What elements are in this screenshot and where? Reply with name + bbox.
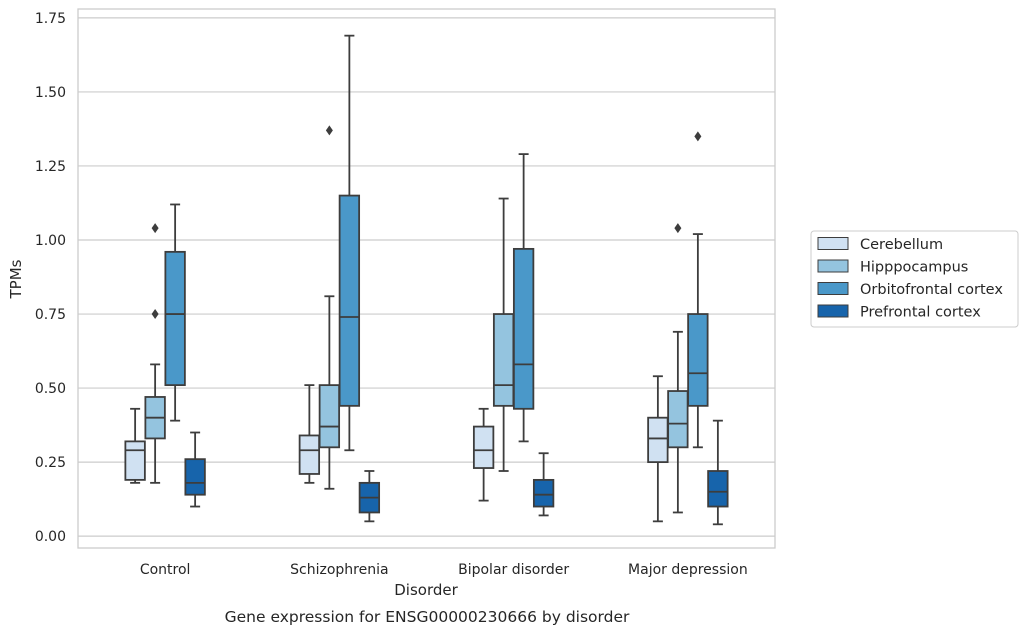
y-tick-label: 0.75: [35, 307, 66, 323]
box-iqr: [318, 384, 341, 449]
y-tick-label: 1.50: [35, 85, 66, 101]
y-tick-label: 0.50: [35, 381, 66, 397]
legend-swatch-hipppocampus: [817, 259, 849, 273]
outlier-point: [151, 309, 159, 320]
box-prefrontal-cortex-schizophrenia: [358, 470, 381, 523]
plot-area-frame: [77, 8, 776, 549]
legend-label-prefrontal-cortex: Prefrontal cortex: [860, 305, 981, 321]
legend-swatch-orbitofrontal-cortex: [817, 282, 849, 295]
y-axis-title: TPMs: [7, 259, 25, 299]
box-orbitofrontal-cortex-control: [164, 203, 186, 422]
box-iqr: [647, 416, 669, 464]
box-hipppocampus-bipolar-disorder: [492, 197, 515, 472]
box-iqr: [184, 458, 206, 496]
box-prefrontal-cortex-bipolar-disorder: [532, 452, 555, 517]
legend: Cerebellum Hipppocampus Orbitofrontal cort…: [810, 230, 1019, 328]
outlier-point: [674, 223, 682, 234]
box-iqr: [338, 194, 361, 407]
x-tick-label: Control: [140, 562, 191, 578]
x-tick-label: Major depression: [628, 562, 748, 578]
y-tick-label: 1.25: [35, 159, 66, 175]
x-tick-label: Schizophrenia: [290, 562, 388, 578]
chart-caption: Gene expression for ENSG00000230666 by d…: [225, 608, 630, 626]
box-iqr: [532, 478, 555, 508]
box-hipppocampus-major-depression: [667, 223, 689, 514]
legend-label-hipppocampus: Hipppocampus: [860, 260, 968, 276]
y-tick-label: 1.00: [35, 233, 66, 249]
legend-label-cerebellum: Cerebellum: [860, 237, 943, 253]
box-iqr: [707, 470, 729, 508]
box-series-layer: [124, 34, 729, 526]
box-iqr: [472, 425, 495, 469]
box-iqr: [298, 434, 321, 475]
y-axis-ticks: 0.00 0.25 0.50 0.75 1.00 1.25 1.50 1.75: [35, 11, 66, 545]
box-iqr: [687, 313, 709, 407]
box-orbitofrontal-cortex-schizophrenia: [338, 34, 361, 452]
box-cerebellum-major-depression: [647, 375, 669, 523]
box-hipppocampus-control: [144, 223, 166, 484]
y-tick-label: 1.75: [35, 11, 66, 27]
box-iqr: [512, 247, 535, 410]
box-prefrontal-cortex-control: [184, 431, 206, 508]
box-orbitofrontal-cortex-bipolar-disorder: [512, 153, 535, 443]
outlier-point: [694, 131, 702, 142]
outlier-point: [151, 223, 159, 234]
x-tick-label: Bipolar disorder: [458, 562, 569, 578]
outlier-point: [325, 125, 333, 136]
box-cerebellum-schizophrenia: [298, 384, 321, 484]
x-axis-title: Disorder: [394, 581, 458, 599]
box-cerebellum-control: [124, 407, 146, 484]
y-tick-label: 0.00: [35, 529, 66, 545]
legend-swatch-cerebellum: [817, 237, 849, 250]
box-iqr: [124, 440, 146, 481]
box-iqr: [164, 250, 186, 387]
legend-frame: [810, 230, 1019, 328]
box-cerebellum-bipolar-disorder: [472, 407, 495, 502]
legend-swatch-prefrontal-cortex: [817, 304, 849, 318]
box-hipppocampus-schizophrenia: [318, 125, 341, 490]
box-prefrontal-cortex-major-depression: [707, 419, 729, 526]
legend-label-orbitofrontal-cortex: Orbitofrontal cortex: [860, 282, 1003, 298]
x-axis-ticks: Control Schizophrenia Bipolar disorder Majo…: [140, 562, 748, 578]
box-iqr: [667, 390, 689, 449]
y-tick-label: 0.25: [35, 455, 66, 471]
box-orbitofrontal-cortex-major-depression: [687, 131, 709, 449]
box-iqr: [492, 313, 515, 407]
